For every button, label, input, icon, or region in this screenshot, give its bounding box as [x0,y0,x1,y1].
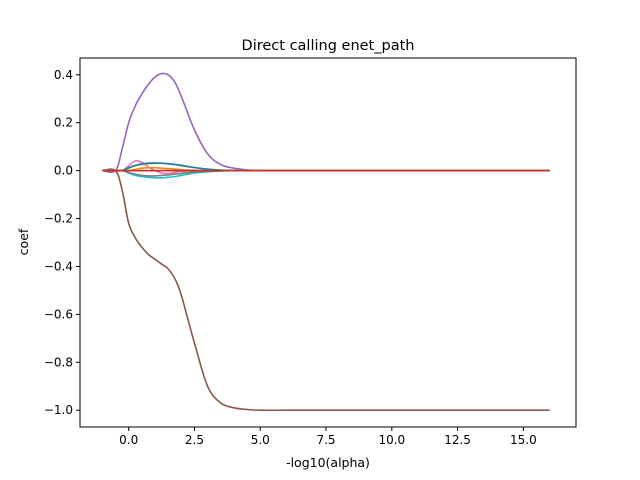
x-tick-label: 7.5 [316,433,335,447]
plot-frame [79,57,577,428]
x-tick-label: 15.0 [510,433,537,447]
x-tick-label: 5.0 [251,433,270,447]
x-axis-label: -log10(alpha) [286,455,370,470]
y-tick-label: −0.2 [44,212,73,226]
y-tick-label: −0.6 [44,307,73,321]
y-axis-label: coef [16,228,31,255]
y-tick-label: −0.8 [44,355,73,369]
x-tick-label: 10.0 [378,433,405,447]
x-tick-label: 2.5 [185,433,204,447]
x-tick-label: 12.5 [444,433,471,447]
y-tick-label: 0.2 [54,116,73,130]
y-tick-label: −0.4 [44,259,73,273]
y-tick-label: −1.0 [44,403,73,417]
x-tick-label: 0.0 [119,433,138,447]
y-tick-label: 0.4 [54,68,73,82]
series-line-1 [102,168,550,412]
chart-title: Direct calling enet_path [242,38,415,54]
tick-layer: 0.0 2.5 5.0 7.5 10.0 12.5 15.0 −1.0 −0.8 −0.6 −0.4… [44,68,537,447]
series-layer [102,72,550,412]
y-tick-label: 0.0 [54,164,73,178]
